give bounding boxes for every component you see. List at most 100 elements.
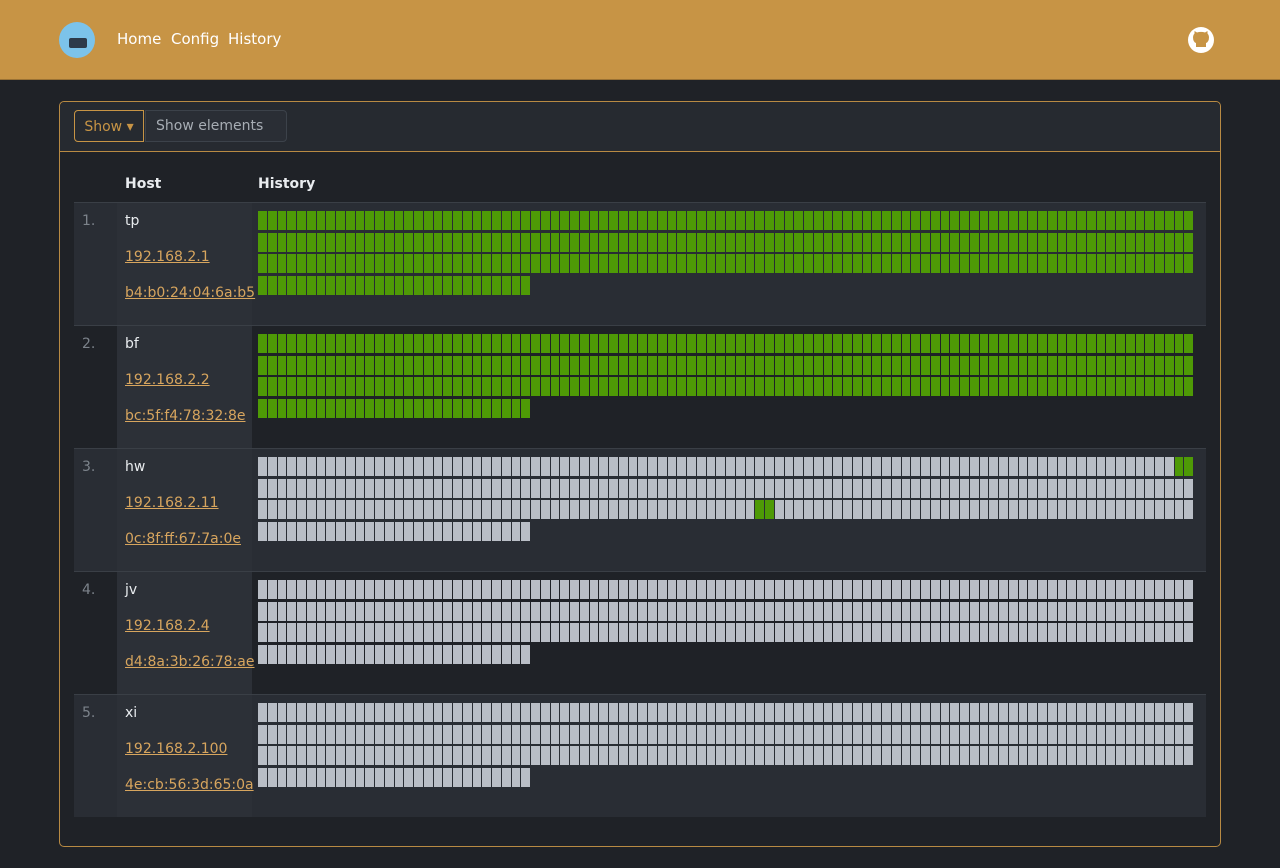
history-cell [267,275,277,295]
history-cell [989,211,998,230]
history-cell [950,478,959,498]
history-cell [345,334,355,353]
history-cell [872,355,881,375]
history-cell [1038,254,1047,273]
history-cell [609,623,618,642]
ip-link[interactable]: 192.168.2.1 [125,249,210,265]
history-cell [882,254,891,273]
history-cell [482,254,491,273]
history-cell [774,623,784,642]
history-cell [950,377,959,396]
filter-input[interactable]: Show elements [145,110,287,142]
history-cell [453,377,462,396]
ip-link[interactable]: 192.168.2.11 [125,495,219,511]
history-cell [969,334,979,353]
history-cell [833,724,842,744]
history-cell [511,580,521,599]
history-cell [618,601,628,621]
nav-link[interactable]: Config [171,30,220,48]
history-cell [404,703,413,722]
history-cell [433,623,443,642]
history-cell [628,334,638,353]
history-cell [794,457,803,476]
history-cell [735,334,745,353]
history-cell [384,500,394,519]
history-cell [501,457,511,476]
history-cell [774,377,784,396]
history-cell [726,746,735,765]
history-cell [1145,232,1154,252]
history-cell [531,334,540,353]
history-cell [823,232,833,252]
ip-link[interactable]: 192.168.2.100 [125,741,228,757]
history-cell [336,398,345,418]
history-cell [472,601,482,621]
history-cell [950,457,959,476]
mac-link[interactable]: 4e:cb:56:3d:65:0a [125,777,254,793]
history-cell [375,334,384,353]
history-cell [667,703,677,722]
history-cell [355,355,365,375]
history-cell [336,457,345,476]
history-cell [628,601,638,621]
nav-link[interactable]: History [228,30,282,48]
history-cell [375,355,384,375]
history-cell [511,521,521,541]
history-cell [804,623,813,642]
history-cell [862,601,872,621]
history-cell [375,746,384,765]
history-cell [1067,601,1076,621]
history-cell [394,601,404,621]
history-cell [404,601,413,621]
history-cell [862,355,872,375]
history-cell [306,211,316,230]
history-cell [843,355,852,375]
history-cell [989,232,998,252]
mac-link[interactable]: b4:b0:24:04:6a:b5 [125,285,256,301]
history-cell [1047,601,1057,621]
mac-link[interactable]: bc:5f:f4:78:32:8e [125,408,246,424]
history-cell [706,211,716,230]
history-cell [735,724,745,744]
history-cell [1038,211,1047,230]
history-cell [1096,211,1106,230]
history-cell [589,724,599,744]
mac-link[interactable]: d4:8a:3b:26:78:ae [125,654,255,670]
history-cell [336,232,345,252]
history-cell [462,500,472,519]
history-cell [852,254,862,273]
history-cell [1145,478,1154,498]
history-cell [960,703,969,722]
history-cell [599,580,608,599]
history-cell [628,355,638,375]
history-cell [277,580,287,599]
history-cell [804,601,813,621]
ip-link[interactable]: 192.168.2.4 [125,618,210,634]
history-cell [784,623,794,642]
github-icon[interactable] [1188,27,1214,53]
nav-link[interactable]: Home [117,30,162,48]
logo[interactable] [59,22,95,58]
history-cell [462,398,472,418]
history-cell [423,232,433,252]
ip-link[interactable]: 192.168.2.2 [125,372,210,388]
history-cell [950,232,959,252]
history-cell [1067,377,1076,396]
history-cell [501,703,511,722]
history-cell [774,355,784,375]
history-cell [550,601,560,621]
history-cell [1028,703,1037,722]
mac-link[interactable]: 0c:8f:ff:67:7a:0e [125,531,241,547]
history-cell [472,724,482,744]
show-button[interactable]: Show ▾ [74,110,144,142]
history-cell [911,334,920,353]
history-cell [589,623,599,642]
history-cell [950,724,959,744]
history-cell [414,377,423,396]
history-cell [1184,746,1193,765]
history-cell [794,334,803,353]
history-cell [989,623,998,642]
history-cell [687,232,696,252]
history-cell [891,500,901,519]
history-cell [404,644,413,664]
